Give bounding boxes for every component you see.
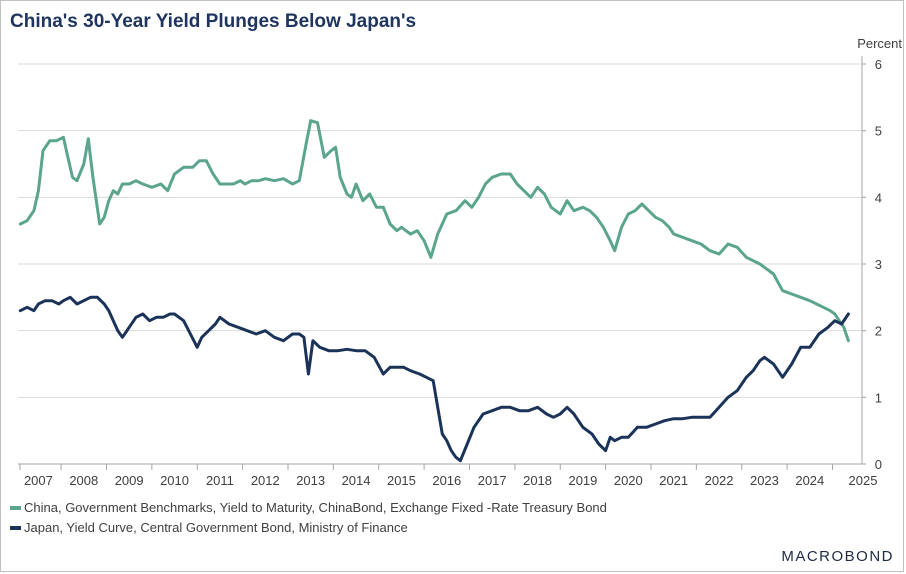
y-tick-label: 2 (875, 324, 882, 339)
x-tick-label: 2024 (795, 473, 824, 488)
x-tick-label: 2017 (478, 473, 507, 488)
y-tick-label: 3 (875, 257, 882, 272)
y-tick-label: 6 (875, 57, 882, 72)
x-tick-label: 2010 (160, 473, 189, 488)
brand-logo: MACROBOND (781, 548, 894, 565)
gridlines (18, 63, 862, 398)
chart-title: China's 30-Year Yield Plunges Below Japa… (10, 11, 417, 32)
x-tick-label: 2018 (523, 473, 552, 488)
x-tick-label: 2019 (568, 473, 597, 488)
series-line-japan (18, 295, 850, 463)
legend-item-japan: Japan, Yield Curve, Central Government B… (10, 520, 408, 535)
x-tick-label: 2008 (69, 473, 98, 488)
x-tick-label: 2013 (296, 473, 325, 488)
x-tick-label: 2021 (659, 473, 688, 488)
y-tick-label: 5 (875, 124, 882, 139)
x-tick-label: 2025 (849, 473, 878, 488)
x-tick-label: 2016 (432, 473, 461, 488)
x-tick-label: 2022 (705, 473, 734, 488)
y-tick-label: 4 (875, 190, 882, 205)
x-tick-label: 2023 (750, 473, 779, 488)
series-line-china (18, 119, 850, 343)
legend-label-china: China, Government Benchmarks, Yield to M… (24, 500, 607, 515)
y-axis-unit-label: Percent (857, 36, 902, 51)
x-tick-label: 2009 (115, 473, 144, 488)
x-tick-label: 2014 (342, 473, 371, 488)
x-tick-label: 2007 (24, 473, 53, 488)
x-tick-label: 2020 (614, 473, 643, 488)
legend-label-japan: Japan, Yield Curve, Central Government B… (24, 520, 408, 535)
legend-item-china: China, Government Benchmarks, Yield to M… (10, 500, 607, 515)
legend-swatch-japan (10, 525, 21, 530)
axes: 0 1 2 3 4 5 6 2007 2008 2009 2010 2011 2012 2013 2014 2… (18, 56, 882, 488)
legend-swatch-china (10, 505, 21, 510)
x-tick-label: 2012 (251, 473, 280, 488)
x-tick-label: 2015 (387, 473, 416, 488)
y-tick-label: 0 (875, 457, 882, 472)
y-tick-label: 1 (875, 390, 882, 405)
x-tick-label: 2011 (206, 473, 234, 488)
series-lines (18, 119, 850, 463)
